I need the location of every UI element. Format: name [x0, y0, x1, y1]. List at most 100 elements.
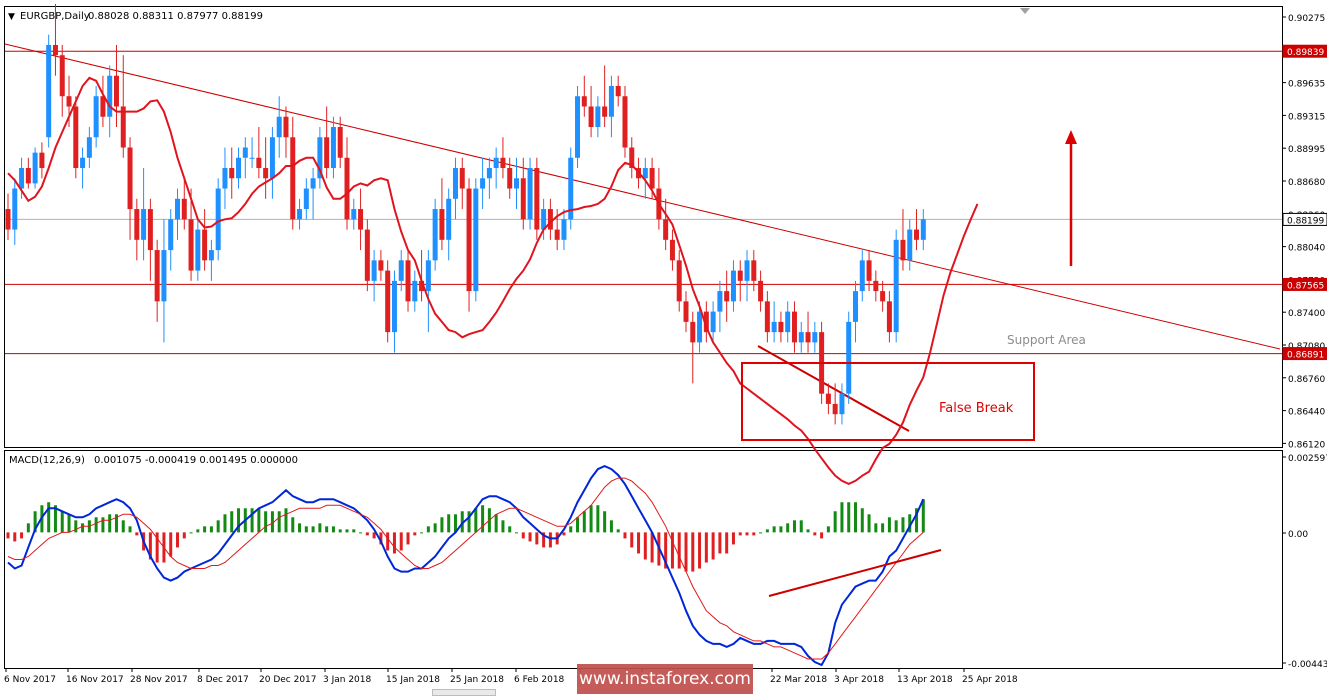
candle: [364, 219, 370, 292]
macd-histogram-bar: [304, 526, 308, 533]
macd-histogram-bar: [745, 532, 749, 536]
macd-histogram-bar: [501, 520, 505, 533]
macd-histogram-bar: [331, 526, 335, 533]
macd-histogram-bar: [860, 508, 864, 533]
macd-histogram-bar: [26, 523, 30, 533]
ohlc-values: 0.88028 0.88311 0.87977 0.88199: [88, 11, 263, 22]
macd-axis-label: -0.004438: [1288, 660, 1327, 670]
candle-body: [324, 137, 330, 169]
time-axis-label: 25 Apr 2018: [962, 675, 1018, 685]
candle-body: [676, 260, 682, 302]
candle-body: [168, 219, 174, 251]
macd-histogram-bar: [759, 532, 763, 534]
candle-body: [398, 260, 404, 281]
candle: [141, 168, 147, 261]
candle-body: [208, 250, 214, 261]
macd-histogram-bar: [562, 532, 566, 536]
candle-body: [724, 291, 730, 302]
trendline-resistance: [4, 43, 1281, 350]
candle: [893, 229, 899, 343]
macd-histogram-bar: [521, 532, 525, 539]
macd-histogram-bar: [881, 523, 885, 533]
candle: [256, 127, 262, 179]
candle: [568, 147, 574, 230]
candle-body: [249, 157, 255, 159]
candle-body: [480, 178, 486, 189]
macd-histogram-bar: [264, 511, 268, 533]
candle: [269, 127, 275, 199]
macd-histogram-bar: [94, 517, 98, 533]
macd-histogram-bar: [318, 523, 322, 533]
candle: [249, 137, 255, 169]
macd-histogram-bar: [114, 514, 118, 533]
price-axis-label: 0.89635: [1288, 80, 1325, 90]
macd-histogram-bar: [867, 514, 871, 533]
macd-divergence-line: [768, 549, 942, 597]
candle: [791, 301, 797, 353]
candle-body: [39, 152, 45, 169]
macd-layer: [6, 465, 942, 667]
macd-histogram-bar: [569, 526, 573, 533]
candle-body: [147, 209, 153, 251]
candle: [493, 147, 499, 189]
candle-body: [330, 127, 336, 169]
candle-body: [19, 168, 25, 189]
candle-body: [737, 270, 743, 281]
macd-histogram-bar: [765, 529, 769, 533]
macd-histogram-bar: [799, 520, 803, 533]
macd-histogram-bar: [176, 532, 179, 548]
macd-histogram-bar: [392, 532, 396, 554]
candle: [195, 219, 201, 281]
macd-histogram-bar: [453, 514, 457, 533]
time-axis-label: 15 Jan 2018: [386, 675, 440, 685]
chart-tab[interactable]: [432, 689, 496, 696]
candle: [452, 157, 458, 220]
macd-histogram-bar: [670, 532, 674, 569]
candle: [758, 270, 764, 312]
candle-body: [32, 152, 38, 184]
candle-body: [500, 157, 506, 169]
macd-histogram-bar: [731, 532, 735, 545]
candle: [154, 239, 160, 322]
candle-body: [317, 137, 323, 179]
candle-body: [588, 106, 594, 127]
macd-histogram-bar: [399, 532, 403, 551]
candle-body: [547, 209, 553, 230]
candle-body: [269, 137, 275, 179]
candle: [337, 116, 343, 169]
candle-body: [154, 250, 160, 302]
candle: [778, 311, 784, 343]
candle-body: [541, 209, 547, 230]
macd-histogram-bar: [792, 520, 796, 533]
candle-body: [86, 137, 92, 158]
price-axis-label: 0.86760: [1288, 375, 1325, 385]
macd-histogram-bar: [915, 508, 919, 533]
candle: [181, 178, 187, 230]
candle-body: [805, 332, 811, 343]
candle-body: [873, 280, 879, 292]
macd-histogram-bar: [643, 532, 647, 560]
candle-body: [629, 147, 635, 169]
chart-expand-icon[interactable]: ▼: [8, 12, 15, 22]
candle-body: [825, 393, 831, 404]
candle-body: [236, 157, 242, 179]
candle: [330, 116, 336, 179]
candle: [351, 198, 357, 230]
macd-histogram-bar: [365, 532, 369, 536]
candle-body: [859, 260, 865, 292]
candle: [290, 116, 296, 230]
price-pane-frame: [4, 6, 1283, 448]
macd-histogram-bar: [33, 511, 37, 533]
candle-body: [758, 280, 764, 302]
candle: [425, 250, 431, 333]
candle: [683, 291, 689, 333]
candle-body: [608, 85, 614, 117]
macd-histogram-bar: [481, 505, 485, 533]
candle-body: [73, 106, 79, 169]
shift-marker-icon[interactable]: [1020, 8, 1030, 14]
candle: [920, 209, 926, 251]
candle: [859, 250, 865, 302]
candle-body: [642, 168, 648, 179]
